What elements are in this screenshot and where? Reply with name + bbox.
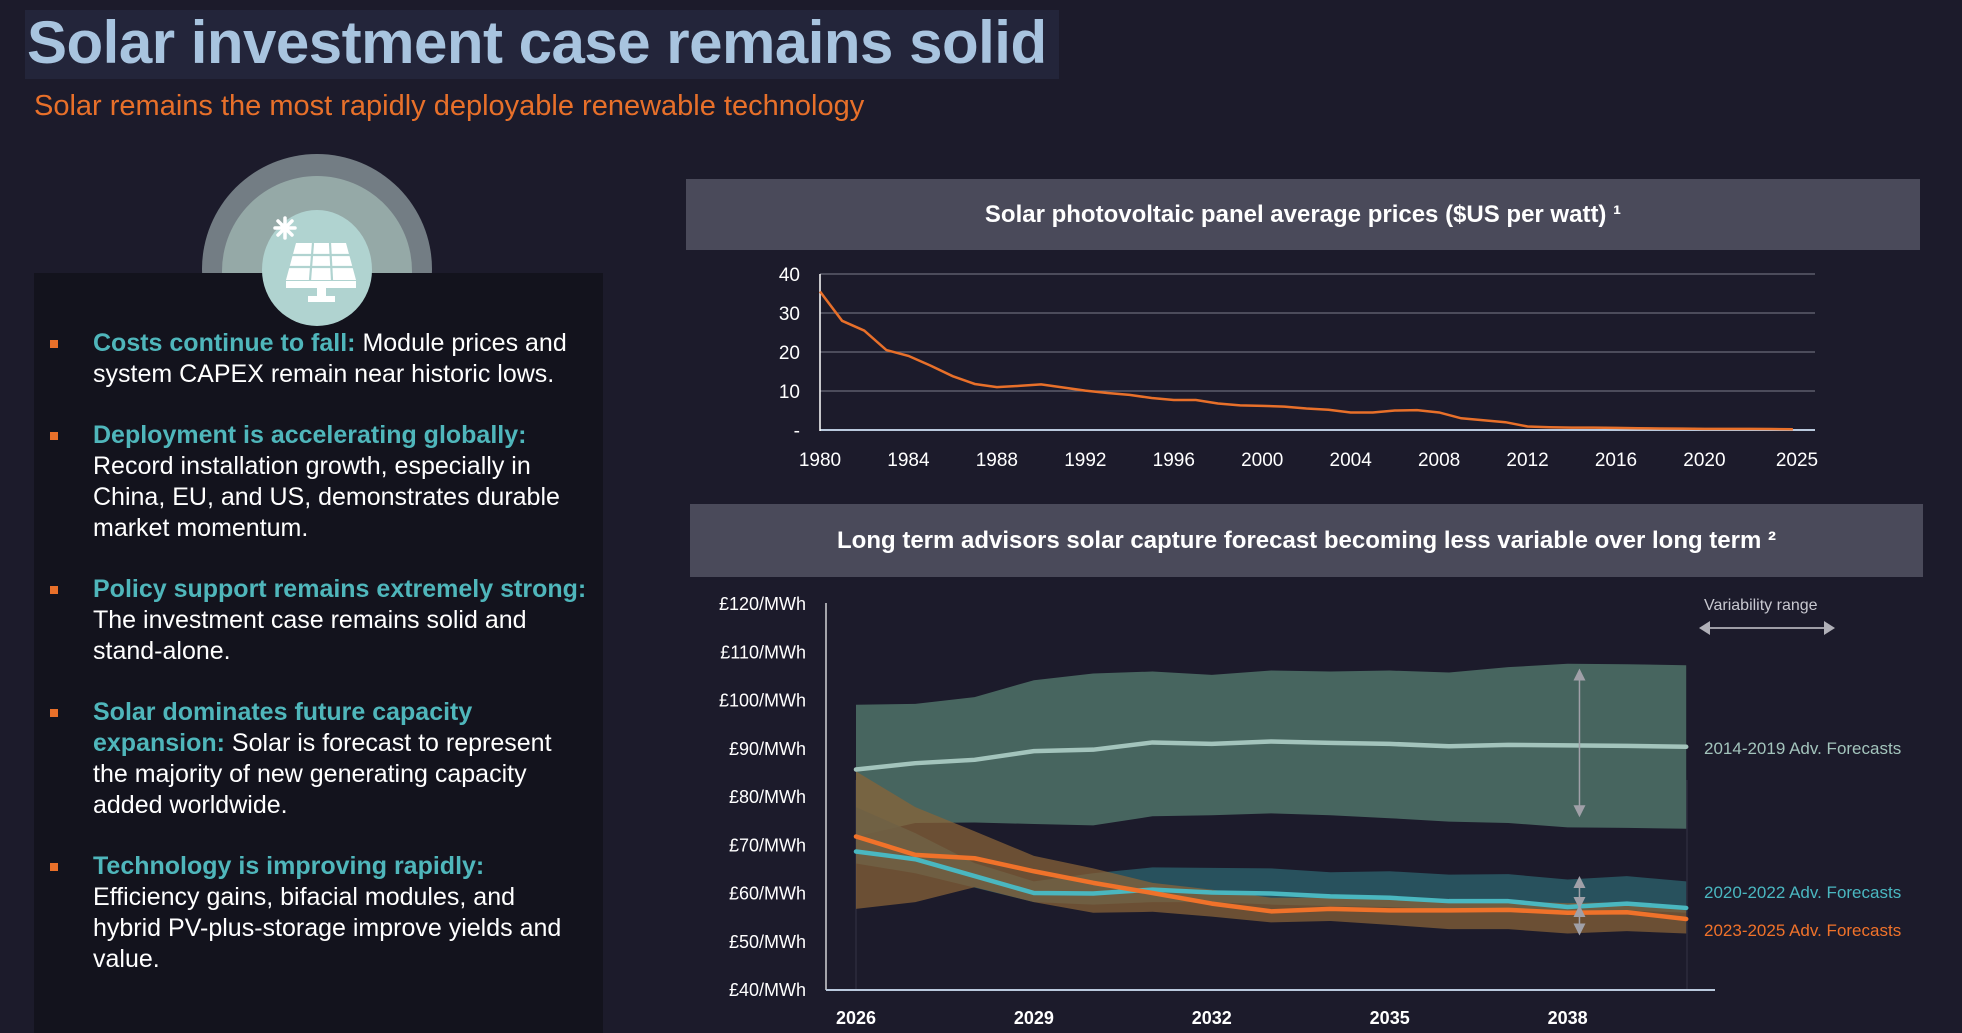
forecast-line-2 [853, 834, 1689, 922]
x-tick-label: 2012 [1506, 450, 1548, 471]
variability-range-label: Variability range [1704, 597, 1818, 614]
x-tick-label: 2026 [836, 1008, 876, 1028]
key-points-list: Costs continue to fall: Module prices an… [50, 328, 590, 1005]
y-tick-label: 30 [779, 304, 800, 325]
key-points-panel [34, 273, 603, 1033]
arrow-head-icon [1699, 621, 1710, 635]
x-tick-label: 2016 [1595, 450, 1637, 471]
bullet-marker-icon [50, 586, 58, 594]
y-tick-label: £70/MWh [729, 835, 806, 855]
key-point-item: Policy support remains extremely strong:… [50, 574, 590, 667]
key-point-item: Costs continue to fall: Module prices an… [50, 328, 590, 390]
key-point-body: Record installation growth, especially i… [93, 452, 560, 542]
x-tick-label: 1984 [887, 450, 930, 471]
arrow-head-icon [1573, 668, 1586, 681]
x-tick-label: 2020 [1683, 450, 1725, 471]
forecast-chart-title: Long term advisors solar capture forecas… [690, 504, 1923, 577]
variability-band-0 [856, 663, 1687, 837]
title-highlight [25, 10, 1059, 79]
x-tick-label: 2032 [1192, 1008, 1232, 1028]
bullet-marker-icon [50, 432, 58, 440]
y-tick-label: £60/MWh [729, 884, 806, 904]
key-point-body: Module prices and system CAPEX remain ne… [93, 329, 567, 388]
key-point-item: Technology is improving rapidly: Efficie… [50, 851, 590, 975]
key-point-item: Deployment is accelerating globally: Rec… [50, 420, 590, 544]
x-tick-label: 2035 [1370, 1008, 1410, 1028]
key-point-heading: Deployment is accelerating globally: [93, 421, 527, 449]
y-tick-label: £110/MWh [720, 642, 806, 662]
y-tick-label: £90/MWh [729, 739, 806, 759]
price-chart-title: Solar photovoltaic panel average prices … [686, 179, 1920, 250]
y-tick-label: 10 [779, 382, 800, 403]
bullet-marker-icon [50, 709, 58, 717]
forecast-line-1 [853, 849, 1689, 911]
legend-label: 2014-2019 Adv. Forecasts [1704, 739, 1901, 758]
key-point-body: Efficiency gains, bifacial modules, and … [93, 883, 562, 973]
legend-label: 2023-2025 Adv. Forecasts [1704, 921, 1901, 940]
x-tick-label: 2029 [1014, 1008, 1054, 1028]
y-tick-label: £80/MWh [729, 787, 806, 807]
x-tick-label: 2025 [1776, 450, 1818, 471]
bullet-marker-icon [50, 863, 58, 871]
bullet-marker-icon [50, 340, 58, 348]
arrow-head-icon [1573, 904, 1586, 917]
key-point-item: Solar dominates future capacity expansio… [50, 697, 590, 821]
arrow-head-icon [1824, 621, 1835, 635]
key-point-body: The investment case remains solid and st… [93, 606, 527, 665]
key-point-heading: Solar dominates future capacity expansio… [93, 698, 473, 757]
key-point-body: Solar is forecast to represent the major… [93, 729, 552, 819]
x-tick-label: 1992 [1064, 450, 1106, 471]
x-tick-label: 2000 [1241, 450, 1283, 471]
y-tick-label: 40 [779, 265, 800, 286]
x-tick-label: 2004 [1330, 450, 1373, 471]
x-tick-label: 1996 [1153, 450, 1195, 471]
legend-label: 2020-2022 Adv. Forecasts [1704, 883, 1901, 902]
x-tick-label: 1980 [799, 450, 841, 471]
y-tick-label: £50/MWh [729, 932, 806, 952]
y-tick-label: £120/MWh [719, 594, 806, 614]
arrow-head-icon [1573, 896, 1586, 909]
page-title: Solar investment case remains solid [27, 9, 1047, 76]
arrow-head-icon [1573, 923, 1586, 936]
x-tick-label: 1988 [976, 450, 1018, 471]
y-tick-label: 20 [779, 343, 800, 364]
x-tick-label: 2008 [1418, 450, 1460, 471]
key-point-heading: Technology is improving rapidly: [93, 852, 485, 880]
y-tick-label: - [794, 421, 800, 442]
x-tick-label: 2038 [1548, 1008, 1588, 1028]
arrow-head-icon [1573, 805, 1586, 818]
y-tick-label: £100/MWh [719, 691, 806, 711]
key-point-heading: Costs continue to fall: [93, 329, 356, 357]
key-point-heading: Policy support remains extremely strong: [93, 575, 587, 603]
y-tick-label: £40/MWh [729, 980, 806, 1000]
arrow-head-icon [1573, 876, 1586, 889]
price-line [819, 290, 1793, 431]
page-subtitle: Solar remains the most rapidly deployabl… [34, 90, 865, 122]
forecast-line-0 [853, 739, 1689, 772]
